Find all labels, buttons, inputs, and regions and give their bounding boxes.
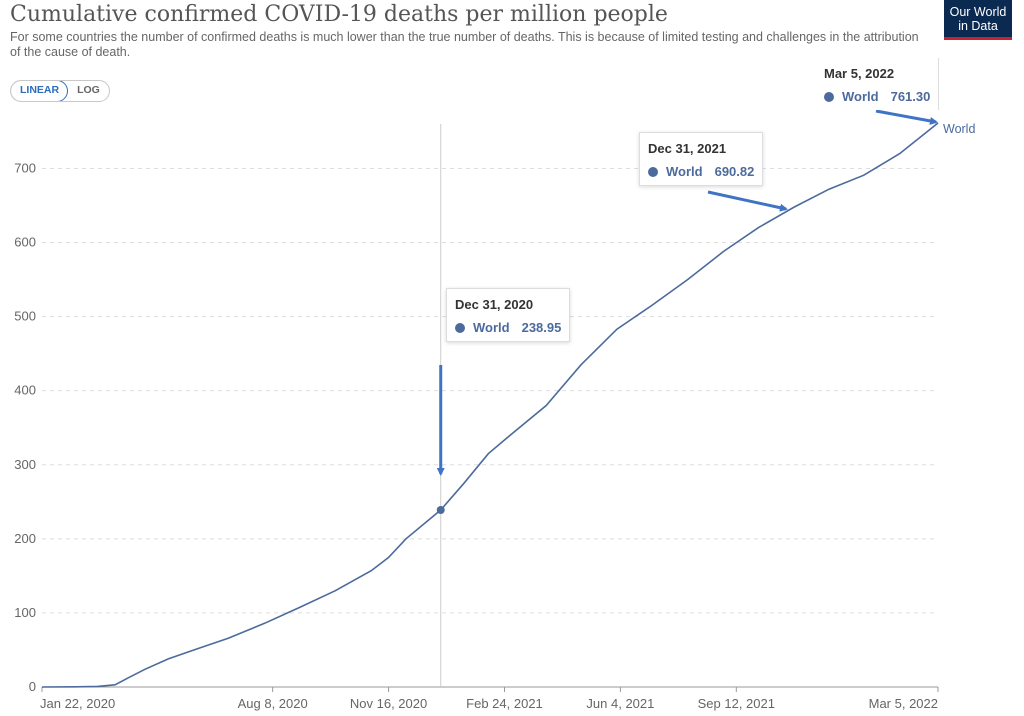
tooltip-value: 690.82 xyxy=(714,164,755,179)
scale-toggle: LINEAR LOG xyxy=(10,80,110,102)
tooltip-mar-5-2022: Mar 5, 2022 World 761.30 xyxy=(816,58,940,110)
tooltip-dec-31-2021: Dec 31, 2021 World 690.82 xyxy=(639,132,764,186)
tooltip-value: 761.30 xyxy=(890,89,931,104)
tooltip-series-name: World xyxy=(473,320,510,335)
y-tick-label: 600 xyxy=(14,235,36,250)
x-tick-label: Aug 8, 2020 xyxy=(238,696,308,711)
chart-title: Cumulative confirmed COVID-19 deaths per… xyxy=(10,2,668,27)
tooltip-series-name: World xyxy=(842,89,879,104)
y-tick-label: 200 xyxy=(14,531,36,546)
tooltip-value: 238.95 xyxy=(521,320,562,335)
chart-subtitle: For some countries the number of confirm… xyxy=(10,30,919,59)
tooltip-date: Dec 31, 2021 xyxy=(648,141,727,156)
logo-line-1: Our World xyxy=(949,5,1007,19)
y-tick-label: 700 xyxy=(14,160,36,175)
highlight-point[interactable] xyxy=(436,505,445,514)
x-tick-label: Feb 24, 2021 xyxy=(466,696,543,711)
x-tick-label: Nov 16, 2020 xyxy=(350,696,427,711)
y-tick-label: 0 xyxy=(29,679,36,694)
series-end-label: World xyxy=(943,122,975,136)
log-scale-button[interactable]: LOG xyxy=(77,84,100,96)
x-tick-label: Jan 22, 2020 xyxy=(40,696,115,711)
tooltip-date: Dec 31, 2020 xyxy=(455,297,534,312)
tooltip-date: Mar 5, 2022 xyxy=(824,66,895,81)
series-dot-icon xyxy=(648,166,658,177)
owid-logo[interactable]: Our World in Data xyxy=(944,0,1012,40)
x-tick-label: Mar 5, 2022 xyxy=(869,696,938,711)
series-line-world[interactable] xyxy=(41,122,939,688)
linear-scale-button[interactable]: LINEAR xyxy=(10,81,69,101)
logo-line-2: in Data xyxy=(958,19,998,33)
series-dot-icon xyxy=(455,322,465,333)
series-dot-icon xyxy=(824,91,834,102)
y-tick-label: 100 xyxy=(14,605,36,620)
y-tick-label: 300 xyxy=(14,457,36,472)
annotation-arrow xyxy=(707,190,788,212)
x-tick-label: Jun 4, 2021 xyxy=(586,696,654,711)
annotation-arrow xyxy=(875,109,938,125)
x-tick-label: Sep 12, 2021 xyxy=(698,696,775,711)
tooltip-series-name: World xyxy=(666,164,703,179)
tooltip-dec-31-2020: Dec 31, 2020 World 238.95 xyxy=(446,288,571,342)
y-tick-label: 500 xyxy=(14,309,36,324)
y-tick-label: 400 xyxy=(14,383,36,398)
